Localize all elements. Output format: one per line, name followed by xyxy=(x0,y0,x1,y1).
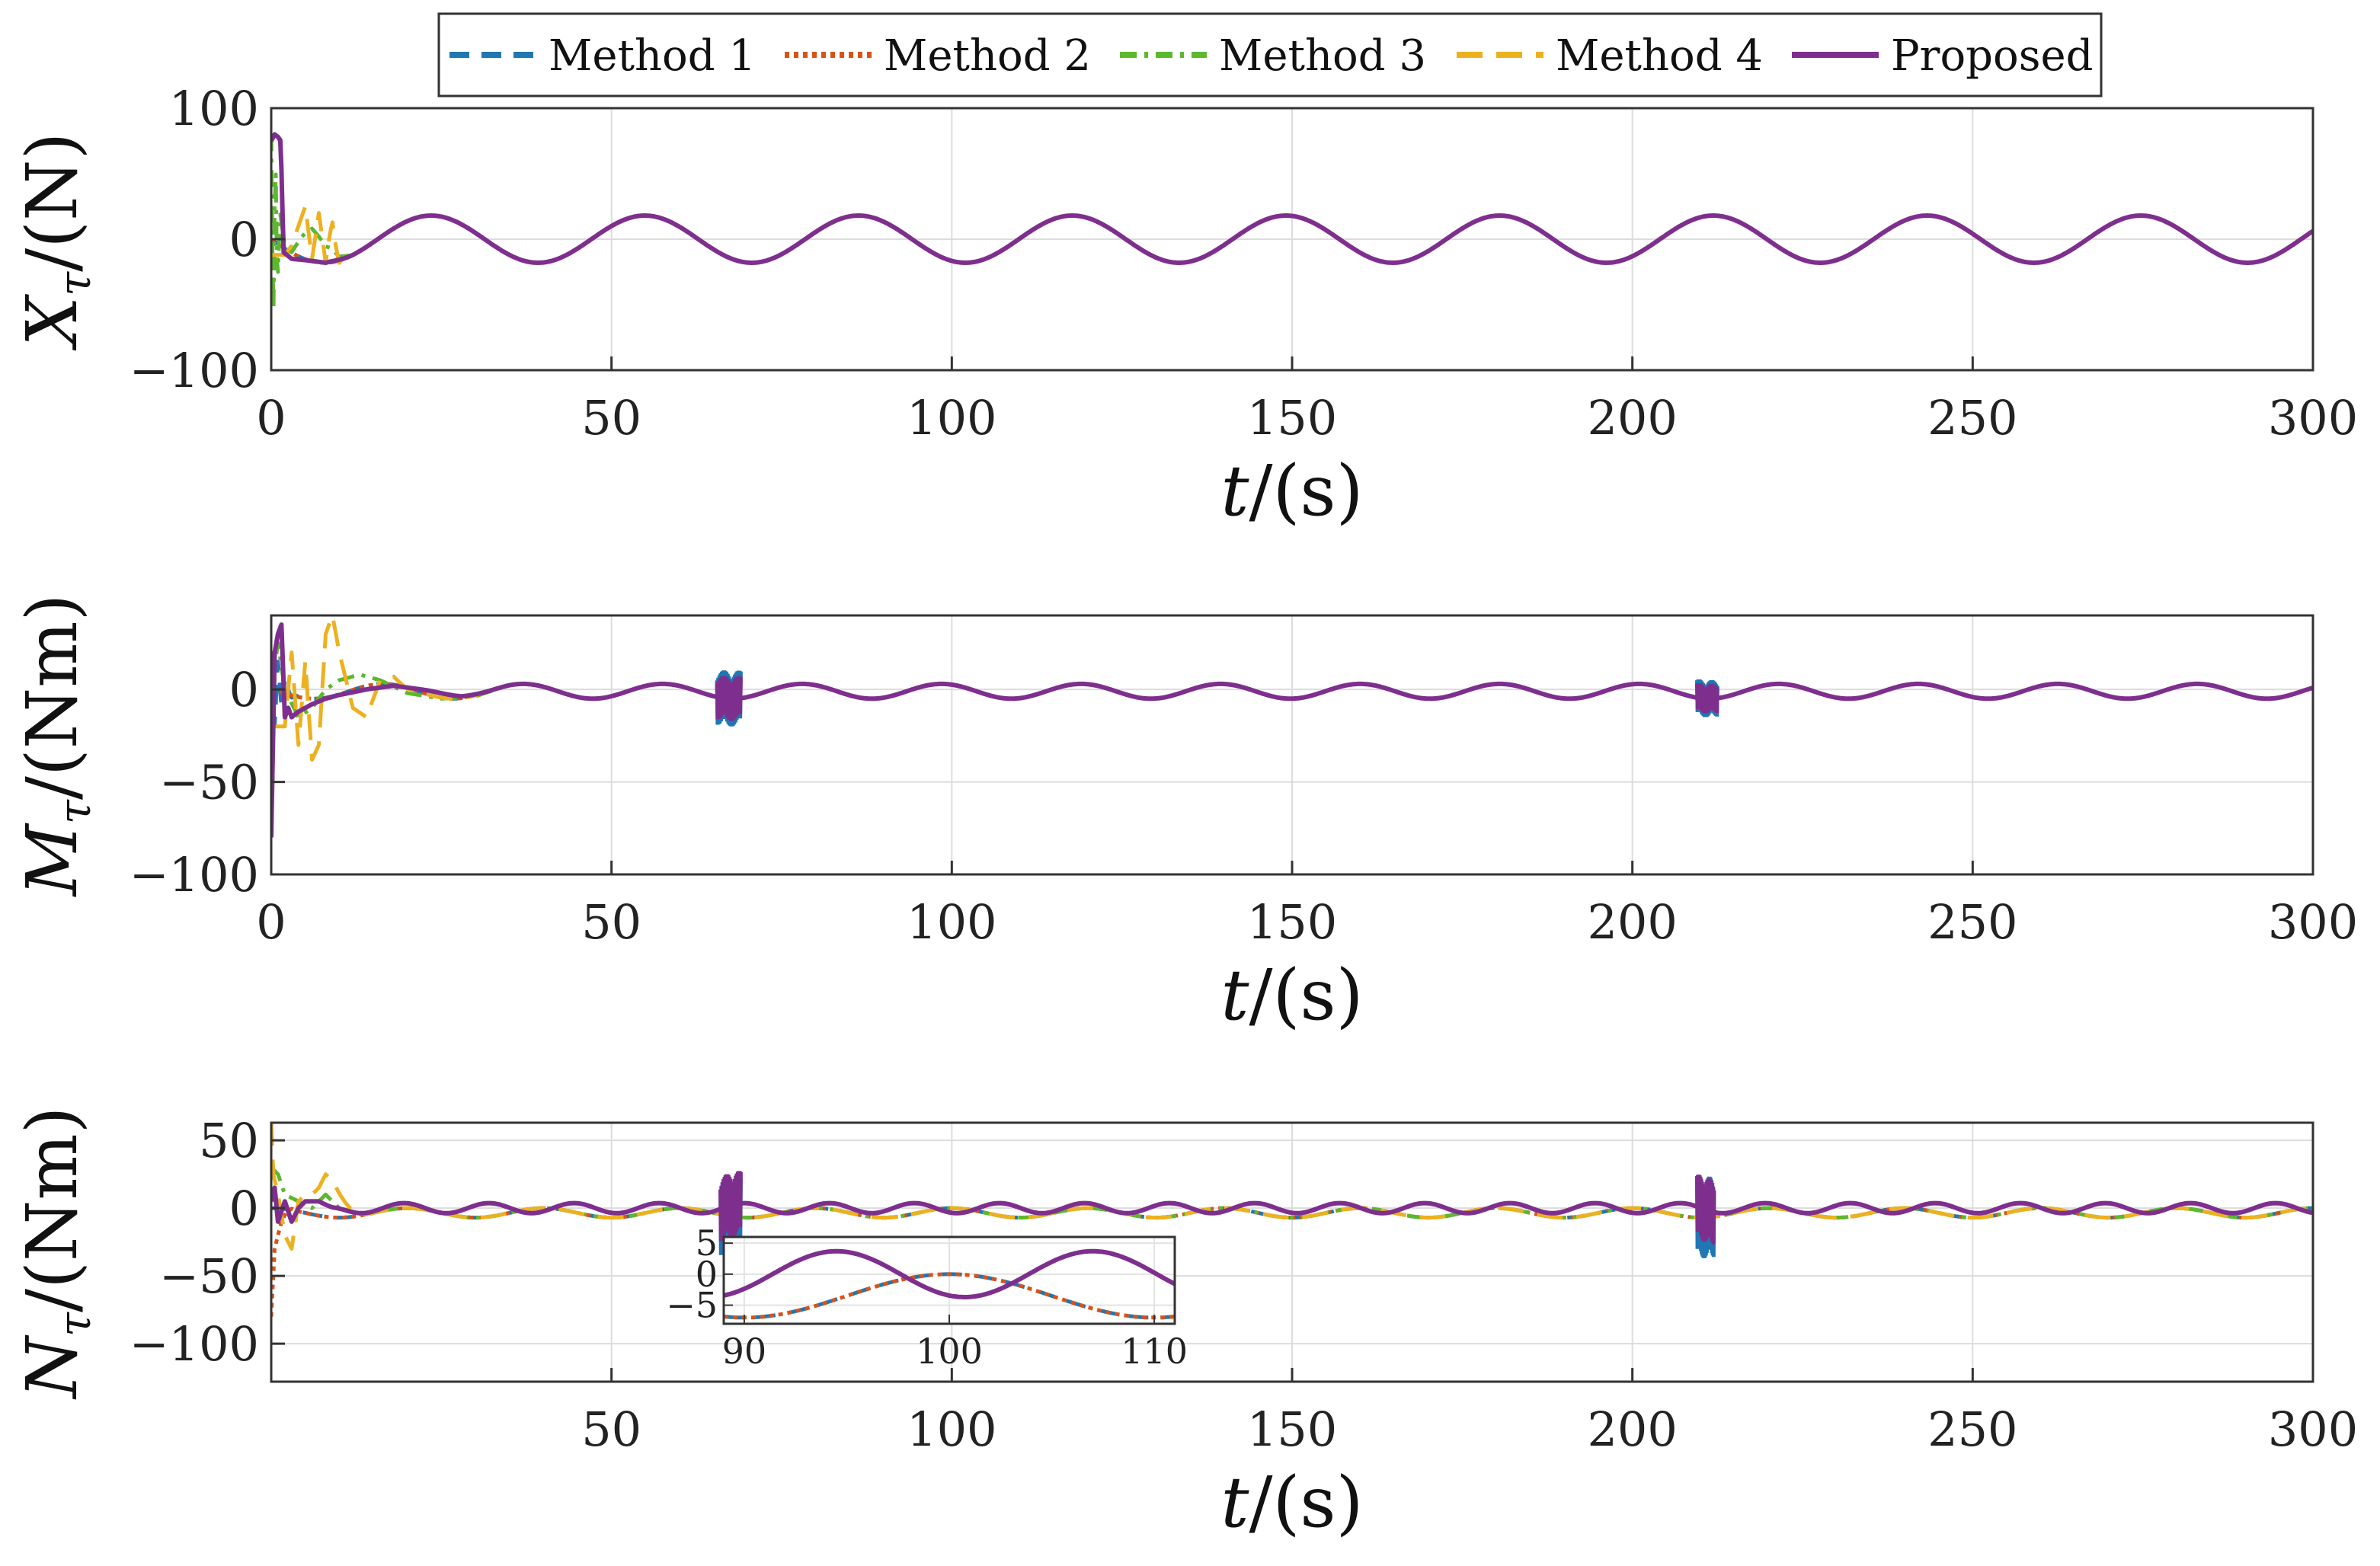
y-tick-label: 50 xyxy=(199,1113,259,1168)
y-tick-label: −50 xyxy=(159,755,259,810)
ticks: 0 50 100 150 200 250 300 0 −50 −100 xyxy=(130,662,2358,950)
legend-label: Method 1 xyxy=(549,31,756,81)
y-tick-label: −100 xyxy=(130,1316,259,1372)
inset-y-tick-label: 0 xyxy=(696,1254,718,1295)
x-tick-label: 100 xyxy=(907,894,996,950)
y-tick-label: −100 xyxy=(130,343,259,398)
grid xyxy=(271,108,2313,370)
x-axis-label-unit: /(s) xyxy=(1249,450,1363,532)
x-tick-label: 50 xyxy=(581,1401,641,1457)
x-tick-label: 50 xyxy=(581,894,641,950)
legend-entry: Method 4 xyxy=(1457,31,1763,81)
legend-entry: Proposed xyxy=(1792,31,2093,81)
legend-entry: Method 2 xyxy=(785,31,1091,81)
x-tick-label: 300 xyxy=(2268,390,2358,446)
x-axis-label-var: t xyxy=(1221,954,1250,1036)
y-axis-label-unit: /(Nm) xyxy=(11,1106,93,1312)
series-line-proposed xyxy=(271,622,2313,838)
x-tick-label: 50 xyxy=(581,390,641,446)
x-axis-label: t/(s) xyxy=(1221,450,1364,532)
series-group xyxy=(271,132,2313,312)
x-tick-label: 250 xyxy=(1927,894,2017,950)
inset-x-tick-label: 90 xyxy=(722,1331,767,1372)
y-axis-label: Xτ/(N) xyxy=(11,133,101,351)
x-tick-label: 200 xyxy=(1587,1401,1677,1457)
y-axis-label-sub: τ xyxy=(49,1312,101,1337)
x-tick-label: 200 xyxy=(1587,390,1677,446)
y-tick-label: −50 xyxy=(159,1248,259,1304)
inset-line-proposed xyxy=(724,1248,1175,1299)
y-axis-label-unit: /(Nm) xyxy=(11,594,93,801)
x-axis-label-var: t xyxy=(1221,1462,1250,1543)
inset: 90 100 110 50−5 xyxy=(666,1222,1188,1372)
series-line-proposed xyxy=(271,132,2313,265)
y-tick-label: 100 xyxy=(169,81,259,136)
y-tick-label: −100 xyxy=(130,847,259,903)
legend-label: Proposed xyxy=(1891,31,2093,81)
series-line-method-4 xyxy=(271,1123,2313,1251)
series-line-method-3 xyxy=(271,1165,2313,1220)
x-tick-label: 100 xyxy=(907,1401,996,1457)
burst-proposed xyxy=(718,1171,743,1242)
y-axis-label-var: N xyxy=(11,1334,93,1400)
series-group xyxy=(271,615,2313,838)
x-tick-label: 250 xyxy=(1927,1401,2017,1457)
x-tick-label: 150 xyxy=(1247,390,1337,446)
burst-proposed xyxy=(1695,1174,1716,1245)
series-group xyxy=(271,1123,2313,1317)
x-tick-label: 0 xyxy=(256,390,286,446)
x-tick-label: 150 xyxy=(1247,1401,1337,1457)
y-tick-label: 0 xyxy=(229,212,259,267)
legend-label: Method 4 xyxy=(1556,31,1763,81)
x-axis-label-unit: /(s) xyxy=(1249,1462,1363,1543)
y-axis-label: Mτ/(Nm) xyxy=(11,594,101,898)
burst-proposed xyxy=(715,676,743,721)
inset-series xyxy=(724,1237,1175,1324)
y-axis-label: Nτ/(Nm) xyxy=(11,1106,101,1399)
y-axis-label-unit: /(N) xyxy=(11,133,93,272)
x-axis-label-var: t xyxy=(1221,450,1250,532)
y-axis-label-sub: τ xyxy=(49,799,101,824)
burst-proposed xyxy=(1695,682,1719,714)
x-axis-label: t/(s) xyxy=(1221,954,1364,1036)
panel-n-moment: 50 100 150 200 250 300500−50−100t/(s)Nτ/(Nm)9… xyxy=(11,1106,2358,1543)
inset-x-tick-label: 100 xyxy=(916,1331,983,1372)
y-tick-label: 0 xyxy=(229,662,259,717)
y-axis-label-var: M xyxy=(11,822,93,897)
legend-label: Method 2 xyxy=(884,31,1091,81)
y-axis-label-var: X xyxy=(11,293,93,350)
grid xyxy=(271,1123,2313,1382)
y-tick-label: 0 xyxy=(229,1181,259,1236)
legend: Method 1 Method 2 Method 3 Method 4 Proposed xyxy=(437,12,2103,97)
legend-entry: Method 3 xyxy=(1120,31,1426,81)
x-tick-label: 300 xyxy=(2268,894,2358,950)
x-tick-label: 0 xyxy=(256,894,286,950)
x-axis-label-unit: /(s) xyxy=(1249,954,1363,1036)
x-tick-label: 250 xyxy=(1927,390,2017,446)
x-tick-label: 200 xyxy=(1587,894,1677,950)
inset-y-tick-label: 5 xyxy=(696,1222,718,1264)
legend-entry: Method 1 xyxy=(449,31,756,81)
inset-line-method-2 xyxy=(724,1272,1175,1320)
series-line-proposed xyxy=(271,1185,2313,1224)
x-axis-label: t/(s) xyxy=(1221,1462,1364,1543)
inset-x-tick-label: 110 xyxy=(1121,1331,1188,1372)
legend-label: Method 3 xyxy=(1219,31,1426,81)
x-tick-label: 300 xyxy=(2268,1401,2358,1457)
x-tick-label: 150 xyxy=(1247,894,1337,950)
x-tick-label: 100 xyxy=(907,390,996,446)
panel-m-moment: 0 50 100 150 200 250 300 0 −50 −100 t/(s) Mτ/(Nm) xyxy=(11,594,2358,1036)
y-axis-label-sub: τ xyxy=(49,271,101,296)
grid xyxy=(271,615,2313,874)
inset-y-tick-label: −5 xyxy=(666,1285,718,1326)
